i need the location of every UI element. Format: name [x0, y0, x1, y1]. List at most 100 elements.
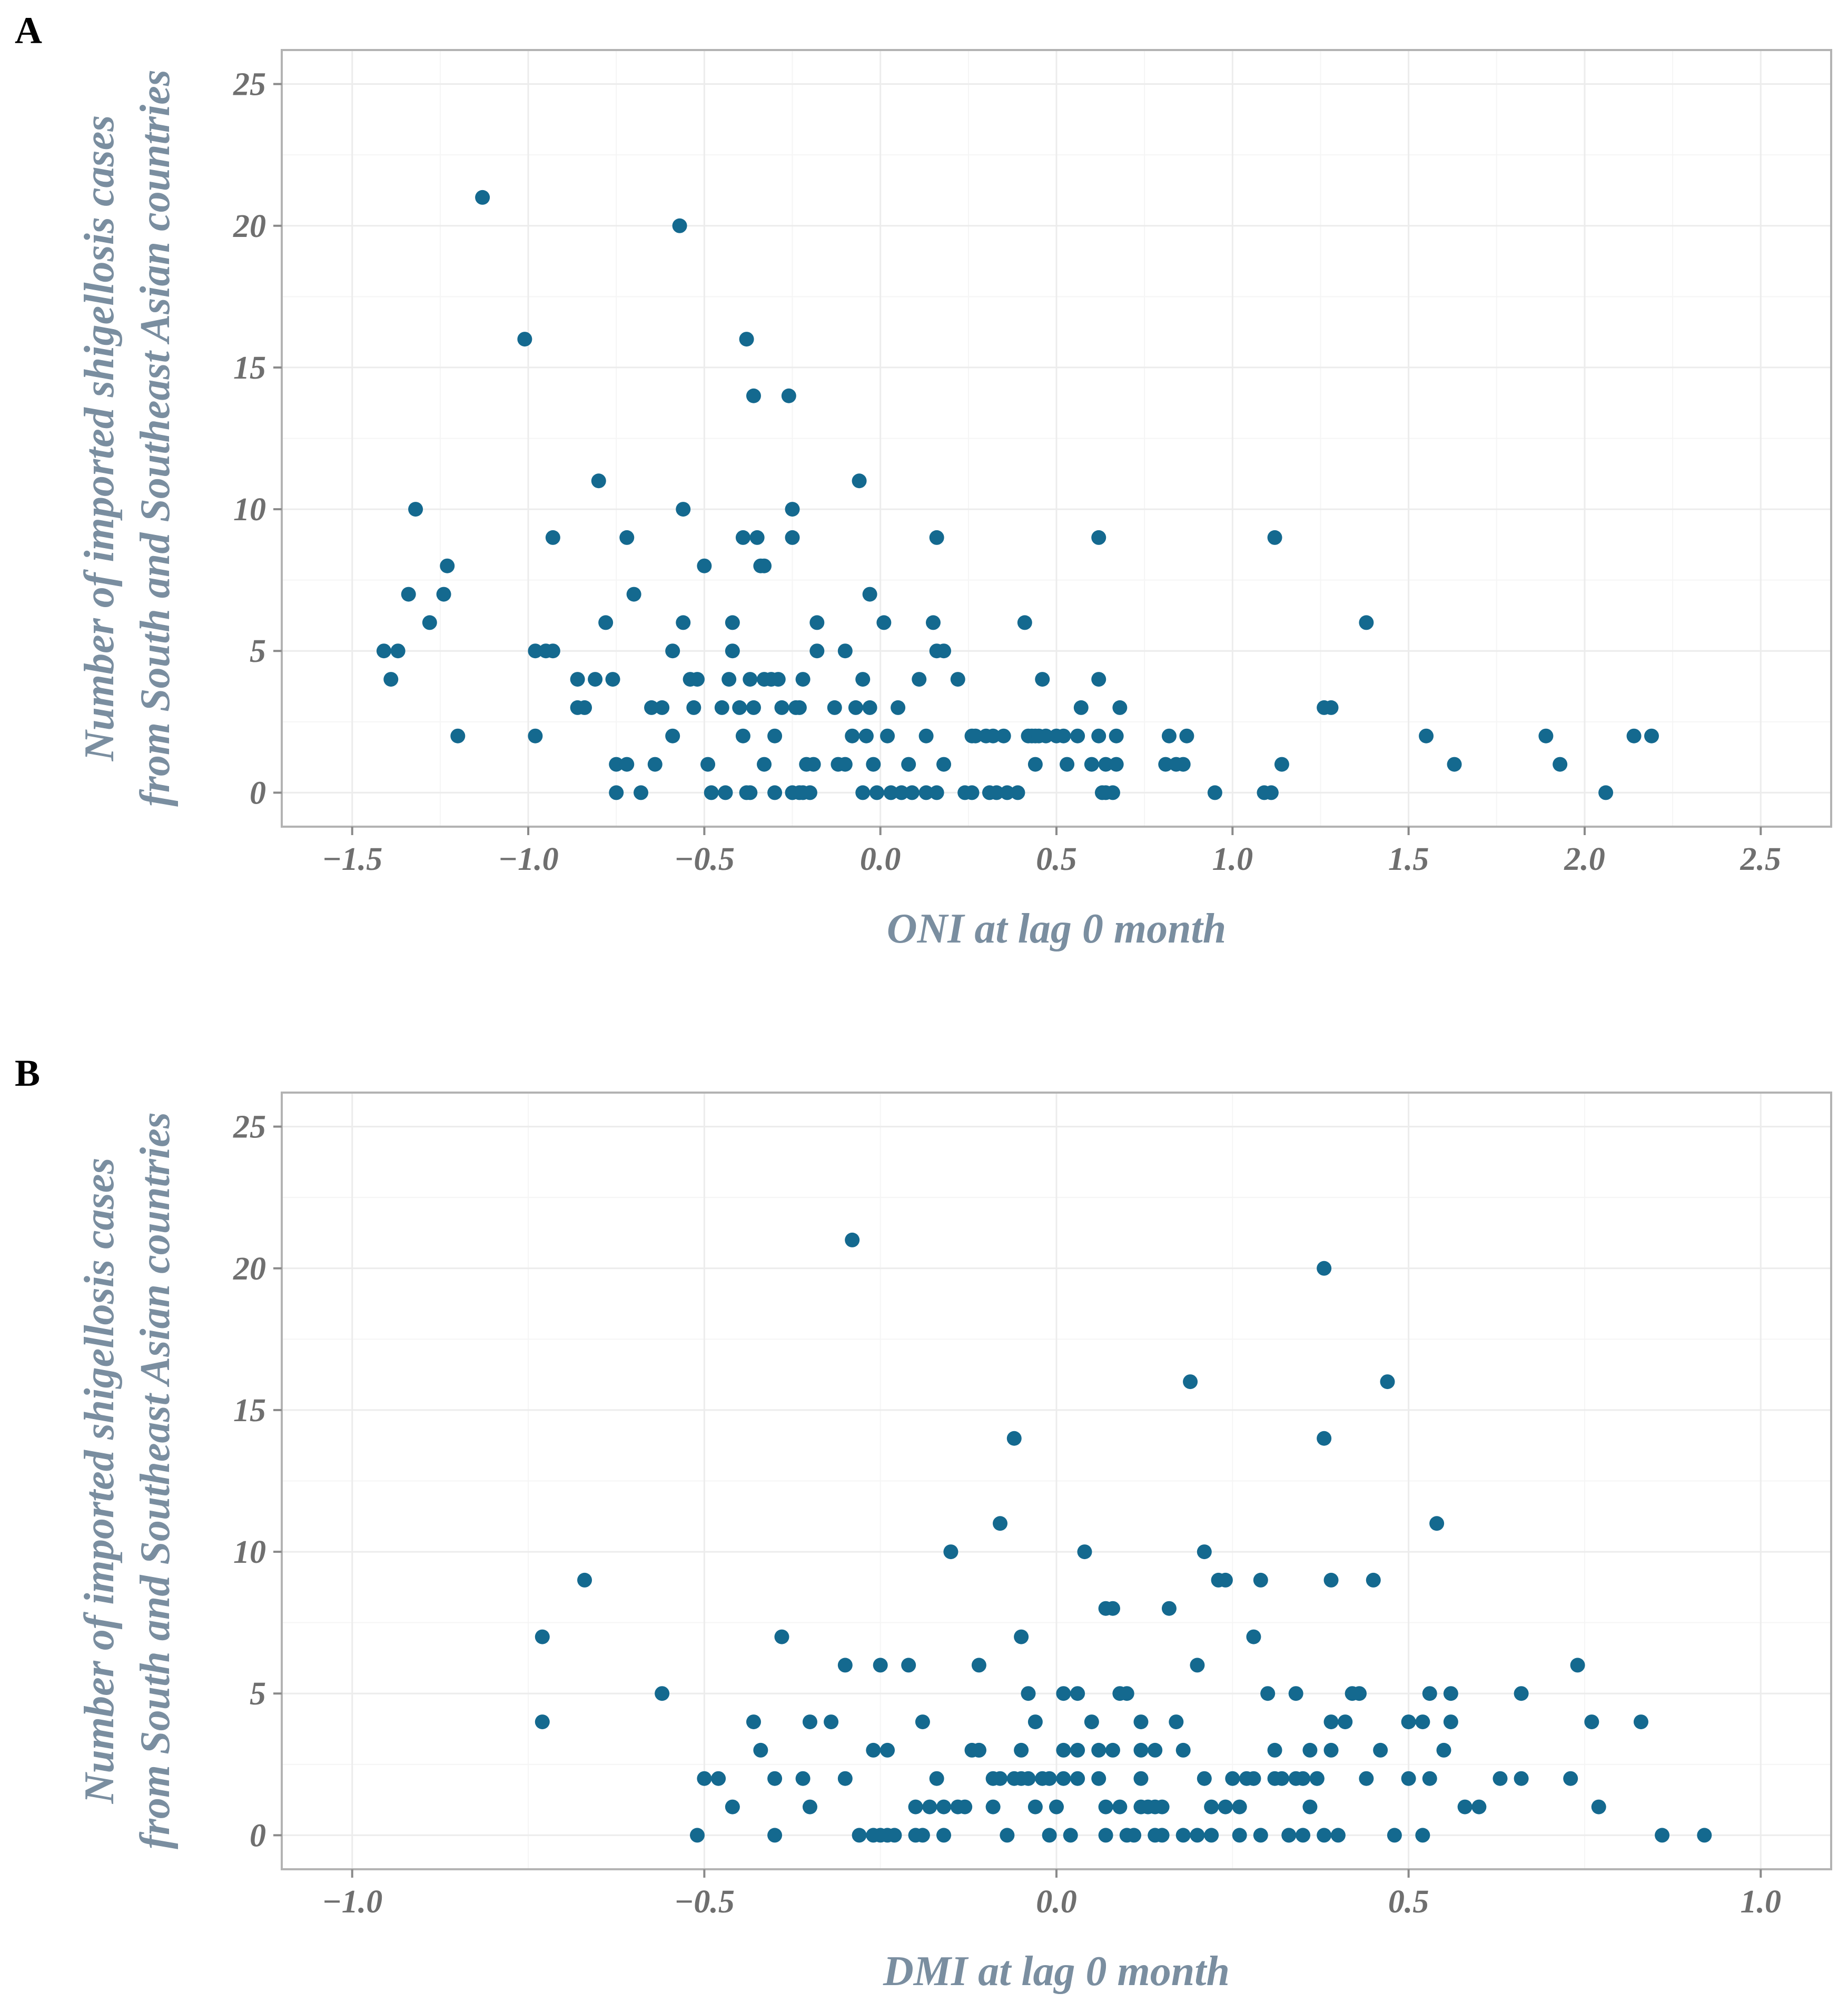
panel-b-data-point — [577, 1572, 592, 1588]
panel-b-data-point — [1302, 1799, 1318, 1814]
panel-b-data-point — [957, 1799, 973, 1814]
panel-a-data-point — [1109, 728, 1124, 743]
panel-a-data-point — [880, 728, 895, 743]
panel-a-data-point — [845, 728, 860, 743]
panel-a-y-tick-label: 25 — [233, 67, 266, 103]
panel-a-data-point — [996, 728, 1011, 743]
panel-b-data-point — [971, 1658, 986, 1673]
panel-b-x-tick-label: 0.0 — [1036, 1884, 1077, 1920]
panel-b-data-point — [1443, 1714, 1458, 1730]
panel-a-data-point — [376, 643, 391, 659]
panel-b-letter: B — [15, 1052, 40, 1094]
panel-b-y-tick-label: 15 — [233, 1393, 266, 1429]
panel-a-data-point — [1109, 757, 1124, 772]
panel-b-data-point — [802, 1799, 817, 1814]
panel-b-data-point — [1323, 1572, 1339, 1588]
panel-b-data-point — [837, 1771, 853, 1786]
panel-a-data-point — [436, 587, 451, 602]
panel-b-y-tick-label: 20 — [233, 1251, 266, 1287]
panel-a-data-point — [634, 785, 649, 800]
panel-a-y-tick-label: 0 — [250, 775, 266, 811]
panel-b-data-point — [1296, 1828, 1311, 1843]
panel-b-data-point — [1027, 1799, 1043, 1814]
panel-b-data-point — [922, 1799, 937, 1814]
panel-a-x-tick-label: −1.0 — [498, 841, 559, 877]
panel-a-data-point — [912, 672, 927, 687]
panel-b-data-point — [1422, 1771, 1437, 1786]
panel-a-data-point — [689, 672, 705, 687]
panel-b-data-point — [1514, 1771, 1529, 1786]
panel-a-data-point — [1553, 757, 1568, 772]
panel-b-data-point — [1049, 1799, 1064, 1814]
panel-b-data-point — [1260, 1686, 1276, 1701]
panel-b-data-point — [1323, 1714, 1339, 1730]
panel-b-data-point — [1183, 1374, 1198, 1390]
panel-b-y-axis-title-line-2: from South and Southeast Asian countries — [132, 1112, 179, 1849]
panel-b: B −1.0 −0.5 0.0 0.5 1.0 0 5 10 15 20 25 DMI at la… — [15, 1052, 1832, 1995]
panel-a-data-point — [545, 530, 560, 545]
panel-b-data-point — [887, 1828, 902, 1843]
panel-a-data-point — [647, 757, 663, 772]
panel-b-x-axis-title: DMI at lag 0 month — [883, 1948, 1230, 1995]
panel-a-data-point — [408, 502, 423, 517]
panel-a-data-point — [781, 388, 796, 403]
panel-a-data-point — [901, 757, 916, 772]
panel-a-data-point — [697, 558, 712, 573]
panel-b-data-point — [915, 1714, 930, 1730]
panel-a-data-point — [985, 728, 1001, 743]
panel-b-data-point — [1232, 1799, 1247, 1814]
panel-b-y-tick-label: 0 — [250, 1818, 266, 1853]
panel-b-data-point — [1161, 1601, 1177, 1616]
panel-b-data-point — [1105, 1601, 1120, 1616]
panel-b-data-point — [1133, 1742, 1149, 1758]
panel-a-x-tick-label: 1.0 — [1212, 841, 1253, 877]
panel-a-data-point — [1359, 615, 1374, 630]
panel-a-data-point — [802, 785, 817, 800]
panel-a-data-point — [725, 615, 740, 630]
panel-b-data-point — [1633, 1714, 1648, 1730]
panel-a-data-point — [1000, 785, 1015, 800]
panel-b-data-point — [1098, 1828, 1113, 1843]
panel-a-data-point — [644, 700, 659, 715]
panel-a-points — [376, 190, 1659, 800]
panel-a-y-axis-title: Number of imported shigellosis cases fro… — [76, 70, 179, 807]
panel-b-data-point — [873, 1658, 888, 1673]
panel-a-y-tick-label: 15 — [233, 350, 266, 386]
panel-a-y-ticks: 0 5 10 15 20 25 — [233, 67, 282, 811]
panel-b-data-point — [936, 1828, 952, 1843]
panel-a-data-point — [619, 757, 635, 772]
panel-a-data-point — [1207, 785, 1222, 800]
panel-b-data-point — [1296, 1771, 1311, 1786]
panel-b-data-point — [1006, 1431, 1022, 1446]
panel-a-data-point — [1073, 700, 1089, 715]
panel-a-data-point — [545, 643, 560, 659]
panel-a-data-point — [735, 530, 750, 545]
panel-a-data-point — [1644, 728, 1659, 743]
panel-b-data-point — [936, 1799, 952, 1814]
panel-a-data-point — [700, 757, 716, 772]
panel-b-data-point — [993, 1516, 1008, 1531]
panel-b-data-point — [1415, 1714, 1430, 1730]
panel-a-data-point — [1598, 785, 1614, 800]
panel-b-data-point — [845, 1232, 860, 1247]
panel-a-data-point — [1027, 757, 1043, 772]
panel-b-data-point — [753, 1742, 768, 1758]
panel-a-data-point — [1105, 785, 1120, 800]
panel-a-x-tick-label: 0.0 — [860, 841, 901, 877]
panel-b-data-point — [1098, 1799, 1113, 1814]
panel-b-data-point — [689, 1828, 705, 1843]
panel-a-data-point — [577, 700, 592, 715]
panel-a-data-point — [665, 643, 680, 659]
panel-b-data-point — [1563, 1771, 1578, 1786]
panel-a-data-point — [855, 672, 871, 687]
panel-a-data-point — [795, 672, 811, 687]
panel-b-data-point — [1056, 1686, 1071, 1701]
panel-b-data-point — [1133, 1714, 1149, 1730]
panel-a-data-point — [609, 757, 624, 772]
panel-b-data-point — [1570, 1658, 1585, 1673]
panel-a-data-point — [767, 728, 783, 743]
panel-b-data-point — [1126, 1828, 1142, 1843]
panel-b-data-point — [1655, 1828, 1670, 1843]
panel-a-data-point — [588, 672, 603, 687]
panel-b-data-point — [1429, 1516, 1445, 1531]
